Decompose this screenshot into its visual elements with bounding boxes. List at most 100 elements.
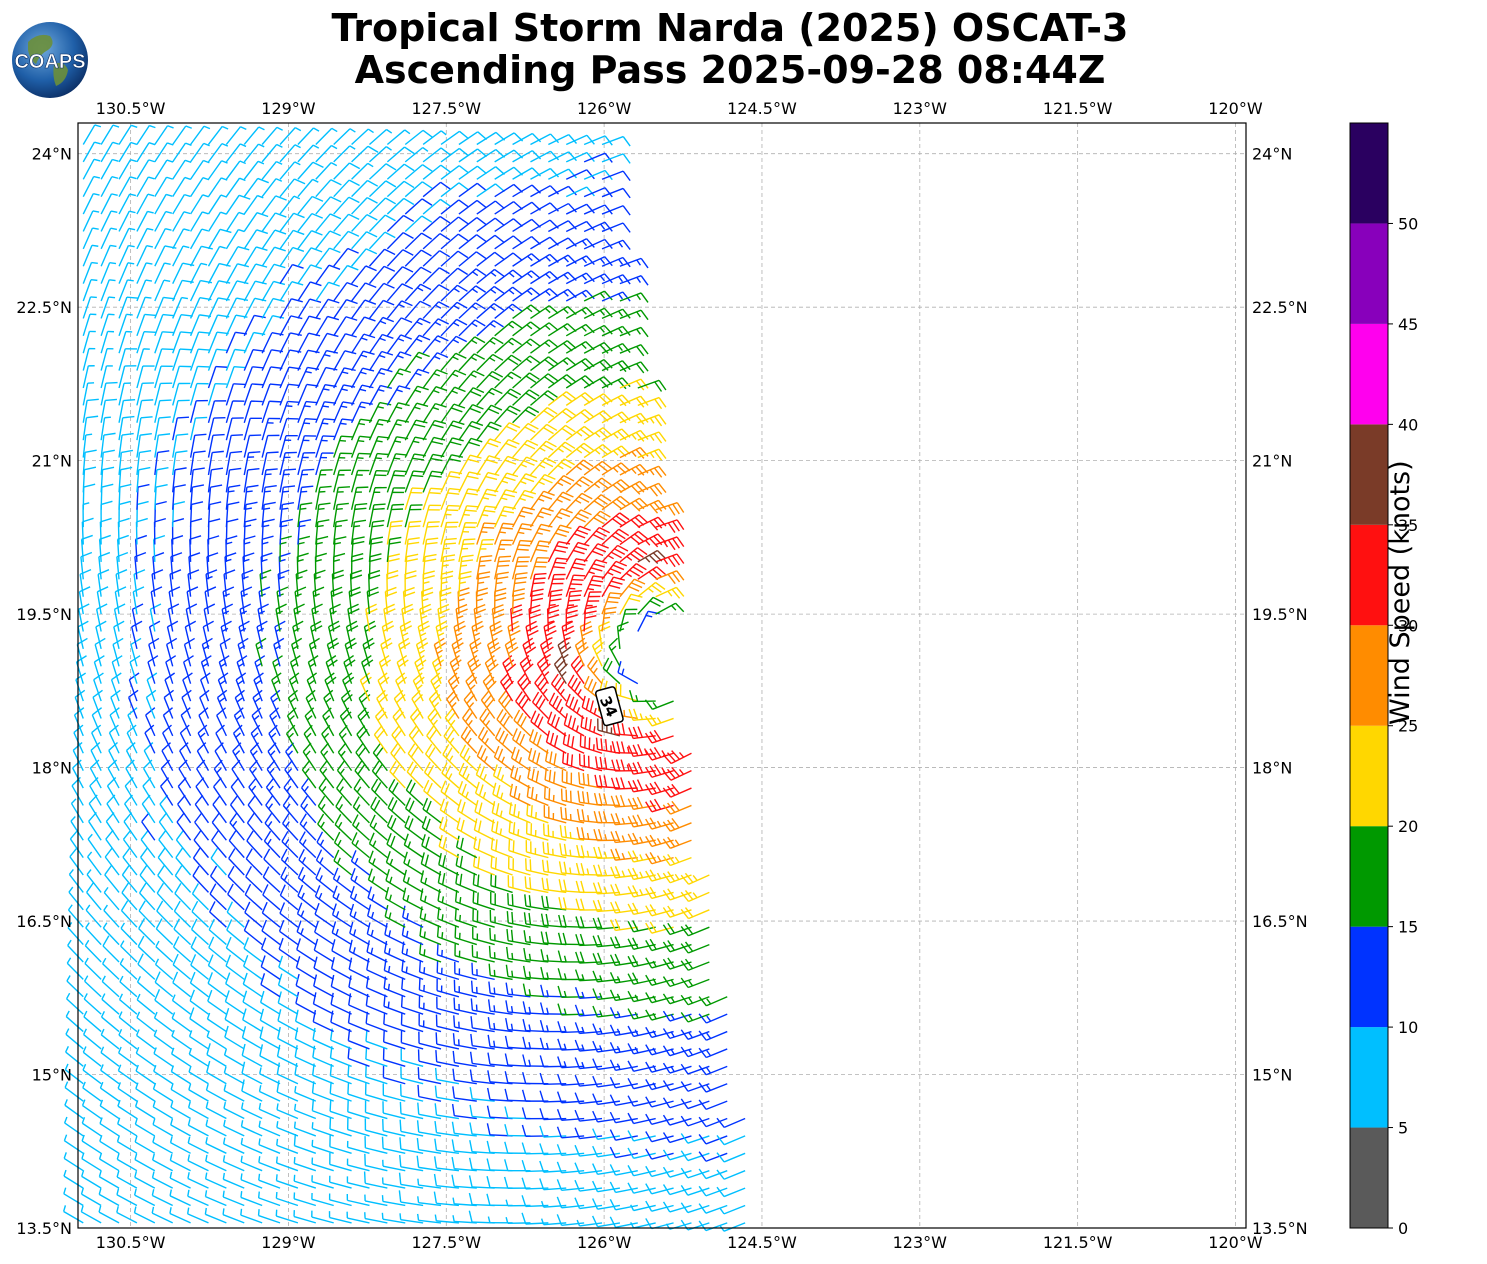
wind-barb [557, 985, 585, 998]
wind-barb [492, 764, 513, 789]
wind-barb [279, 144, 301, 163]
wind-barb [574, 969, 603, 982]
wind-barb [223, 1084, 245, 1102]
wind-barb [400, 995, 424, 1015]
wind-barb [324, 672, 337, 702]
wind-barb [261, 434, 280, 458]
wind-barb [547, 573, 566, 597]
wind-barb [191, 900, 209, 928]
wind-barb [529, 490, 555, 511]
wind-barb [433, 1173, 459, 1189]
wind-barb [82, 466, 97, 493]
wind-barb [476, 234, 505, 250]
wind-barb [140, 847, 156, 876]
wind-barb [189, 279, 213, 302]
wind-barb [368, 197, 397, 215]
wind-barb [494, 455, 519, 476]
wind-barb [698, 1151, 728, 1162]
wind-barb [347, 1082, 370, 1102]
wind-barb [257, 1209, 281, 1224]
wind-barb [279, 332, 302, 354]
wind-barb [521, 1124, 549, 1137]
wind-barb [630, 1204, 656, 1212]
wind-barb [565, 574, 586, 597]
wind-barb [225, 194, 251, 215]
wind-barb [574, 1127, 603, 1140]
wind-barb [662, 836, 692, 849]
wind-barb [386, 180, 415, 198]
wind-barb [139, 882, 156, 911]
wind-barb [261, 212, 287, 232]
wind-barb [136, 348, 150, 371]
wind-barb [593, 828, 620, 842]
wind-barb [472, 926, 495, 946]
wind-barb [261, 919, 281, 946]
wind-barb [416, 1155, 442, 1172]
wind-barb [174, 883, 192, 911]
wind-barb [543, 805, 567, 824]
colorbar-bin [1350, 826, 1388, 927]
wind-barb [144, 724, 156, 754]
wind-barb [315, 452, 334, 476]
wind-barb [386, 129, 411, 146]
wind-barb [680, 1167, 710, 1179]
wind-barb [204, 1190, 227, 1207]
wind-barb [136, 416, 153, 441]
wind-barb [452, 1068, 477, 1085]
wind-barb [282, 795, 299, 824]
wind-barb [540, 1200, 567, 1208]
wind-barb [276, 1103, 299, 1120]
wind-barb [207, 467, 224, 493]
colorbar-bin [1350, 1027, 1388, 1128]
wind-barb [100, 1064, 120, 1085]
wind-barb [117, 517, 130, 545]
wind-barb [458, 336, 486, 354]
wind-barb [645, 1165, 674, 1178]
wind-barb [368, 503, 386, 528]
wind-barb [504, 1106, 531, 1120]
wind-barb [645, 1148, 674, 1160]
wind-barb [279, 161, 301, 180]
wind-barb [627, 850, 656, 863]
wind-barb [637, 499, 667, 514]
wind-barb [139, 865, 156, 893]
lon-tick-label-top: 121.5°W [1043, 99, 1113, 118]
wind-barb [610, 777, 638, 790]
wind-barb [243, 212, 269, 232]
wind-barb [460, 726, 478, 754]
wind-barb [350, 867, 370, 893]
wind-barb [301, 760, 317, 789]
wind-barb [77, 620, 89, 650]
wind-barb [136, 313, 157, 337]
wind-barb [108, 742, 120, 771]
wind-barb [243, 400, 263, 423]
wind-barb [202, 620, 214, 650]
wind-barb [608, 637, 621, 667]
wind-barb [133, 1188, 156, 1207]
wind-barb [619, 578, 646, 598]
wind-barb [662, 1062, 692, 1074]
wind-barb [257, 603, 269, 632]
wind-barb [373, 725, 388, 754]
wind-barb [458, 387, 485, 406]
wind-barb [592, 1145, 621, 1158]
wind-barb [158, 829, 174, 859]
wind-barb [381, 1177, 406, 1189]
wind-barb [189, 331, 211, 354]
wind-barb [489, 620, 503, 650]
wind-barb [154, 989, 174, 1015]
wind-barb [698, 1030, 728, 1041]
wind-barb [698, 1185, 728, 1197]
wind-barb [574, 637, 589, 667]
wind-barb [592, 1163, 621, 1175]
wind-barb [258, 1173, 281, 1189]
wind-barb [258, 1138, 281, 1154]
wind-barb [386, 163, 415, 180]
wind-barb [609, 1076, 638, 1089]
wind-barb [493, 745, 514, 772]
wind-barb [386, 520, 403, 545]
wind-barb [82, 365, 95, 389]
wind-barb [189, 535, 202, 562]
wind-barb [225, 263, 249, 284]
wind-barb [583, 559, 608, 580]
